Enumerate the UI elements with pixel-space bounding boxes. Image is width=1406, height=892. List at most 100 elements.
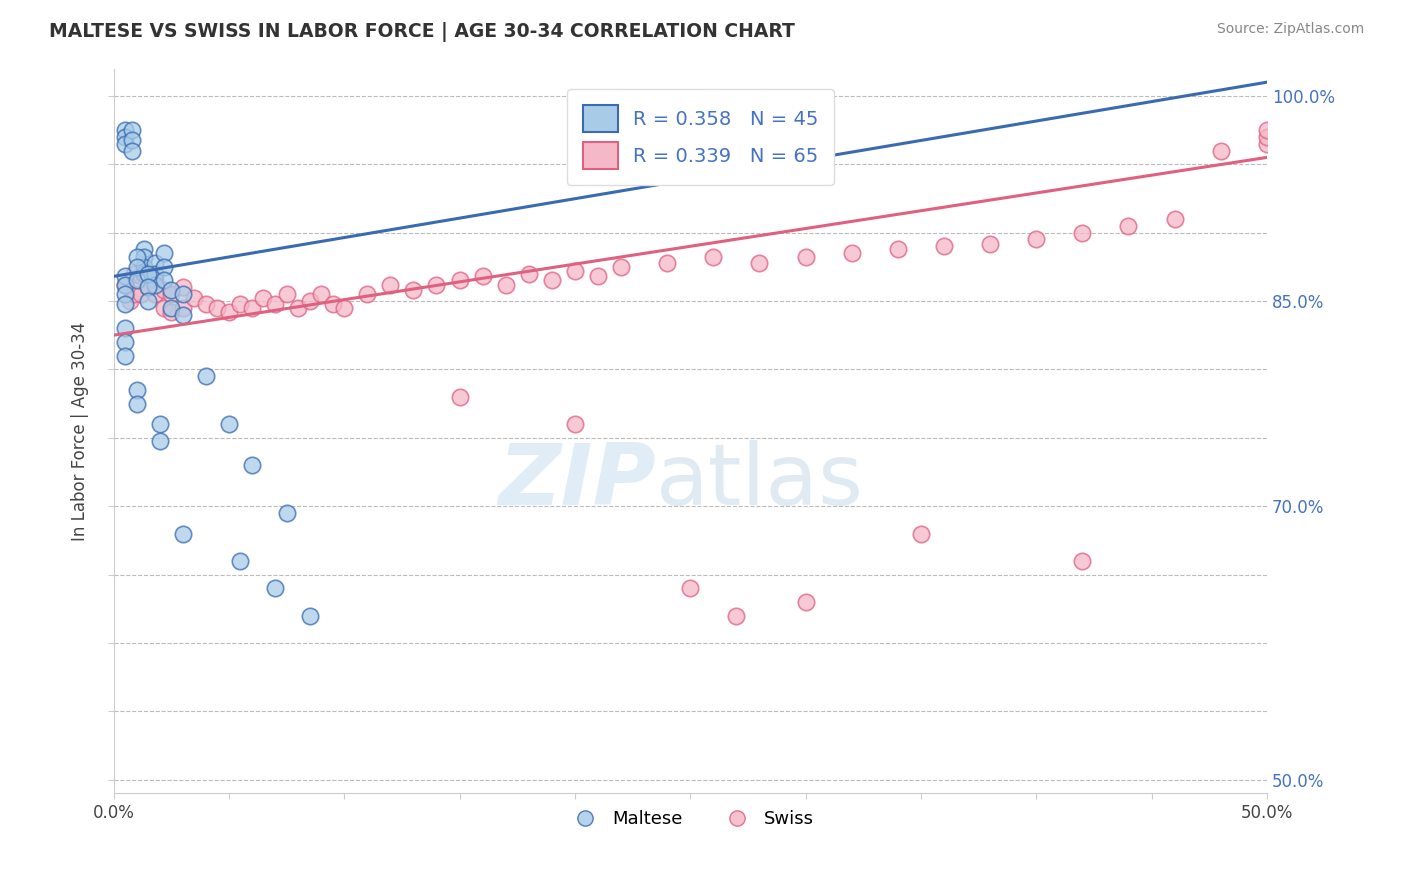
Text: ZIP: ZIP — [498, 440, 655, 524]
Point — [125, 396, 148, 410]
Text: Source: ZipAtlas.com: Source: ZipAtlas.com — [1216, 22, 1364, 37]
Point — [380, 277, 402, 292]
Text: atlas: atlas — [655, 440, 863, 524]
Point — [1163, 211, 1185, 226]
Point — [153, 273, 176, 287]
Point — [287, 301, 309, 315]
Point — [124, 267, 146, 281]
Point — [495, 277, 517, 292]
Point — [172, 526, 194, 541]
Point — [114, 129, 136, 144]
Point — [402, 283, 425, 297]
Point — [264, 297, 287, 311]
Point — [153, 283, 176, 297]
Point — [172, 308, 194, 322]
Point — [240, 301, 263, 315]
Point — [125, 260, 148, 274]
Point — [298, 608, 321, 623]
Point — [143, 273, 166, 287]
Point — [132, 267, 155, 281]
Point — [160, 301, 183, 315]
Point — [207, 301, 229, 315]
Point — [1209, 144, 1232, 158]
Point — [194, 297, 217, 311]
Point — [979, 236, 1001, 251]
Point — [794, 250, 817, 264]
Point — [114, 349, 136, 363]
Y-axis label: In Labor Force | Age 30-34: In Labor Force | Age 30-34 — [72, 321, 89, 541]
Point — [114, 123, 136, 137]
Text: MALTESE VS SWISS IN LABOR FORCE | AGE 30-34 CORRELATION CHART: MALTESE VS SWISS IN LABOR FORCE | AGE 30… — [49, 22, 794, 42]
Point — [309, 287, 332, 301]
Point — [449, 390, 471, 404]
Point — [121, 133, 143, 147]
Point — [153, 246, 176, 260]
Point — [586, 269, 609, 284]
Point — [160, 305, 183, 319]
Point — [143, 267, 166, 281]
Point — [121, 123, 143, 137]
Point — [748, 256, 770, 270]
Point — [149, 417, 172, 431]
Point — [887, 242, 910, 256]
Point — [1256, 123, 1278, 137]
Point — [449, 273, 471, 287]
Point — [136, 293, 159, 308]
Point — [114, 287, 136, 301]
Point — [153, 301, 176, 315]
Point — [610, 260, 633, 274]
Point — [725, 608, 748, 623]
Point — [153, 260, 176, 274]
Point — [794, 595, 817, 609]
Point — [114, 277, 136, 292]
Point — [240, 458, 263, 472]
Point — [124, 287, 146, 301]
Point — [114, 277, 136, 292]
Point — [129, 269, 152, 284]
Point — [194, 369, 217, 384]
Point — [118, 293, 141, 308]
Point — [702, 250, 724, 264]
Point — [1071, 554, 1094, 568]
Point — [1071, 226, 1094, 240]
Point — [129, 287, 152, 301]
Point — [276, 506, 298, 520]
Point — [114, 321, 136, 335]
Point — [114, 269, 136, 284]
Point — [333, 301, 356, 315]
Point — [132, 250, 155, 264]
Point — [356, 287, 378, 301]
Point — [276, 287, 298, 301]
Point — [1118, 219, 1140, 233]
Point — [136, 267, 159, 281]
Point — [132, 242, 155, 256]
Point — [1256, 136, 1278, 151]
Point — [114, 334, 136, 349]
Point — [143, 277, 166, 292]
Point — [229, 297, 252, 311]
Point — [160, 283, 183, 297]
Point — [218, 417, 240, 431]
Point — [172, 301, 194, 315]
Point — [564, 264, 586, 278]
Point — [149, 434, 172, 448]
Point — [1025, 232, 1047, 246]
Point — [121, 144, 143, 158]
Point — [136, 280, 159, 294]
Point — [114, 297, 136, 311]
Point — [517, 267, 540, 281]
Point — [160, 287, 183, 301]
Point — [143, 256, 166, 270]
Point — [125, 383, 148, 397]
Point — [1256, 129, 1278, 144]
Point — [229, 554, 252, 568]
Point — [910, 526, 932, 541]
Point — [143, 287, 166, 301]
Point — [425, 277, 447, 292]
Point — [125, 250, 148, 264]
Point — [540, 273, 562, 287]
Point — [471, 269, 494, 284]
Point — [172, 280, 194, 294]
Point — [841, 246, 863, 260]
Point — [657, 256, 679, 270]
